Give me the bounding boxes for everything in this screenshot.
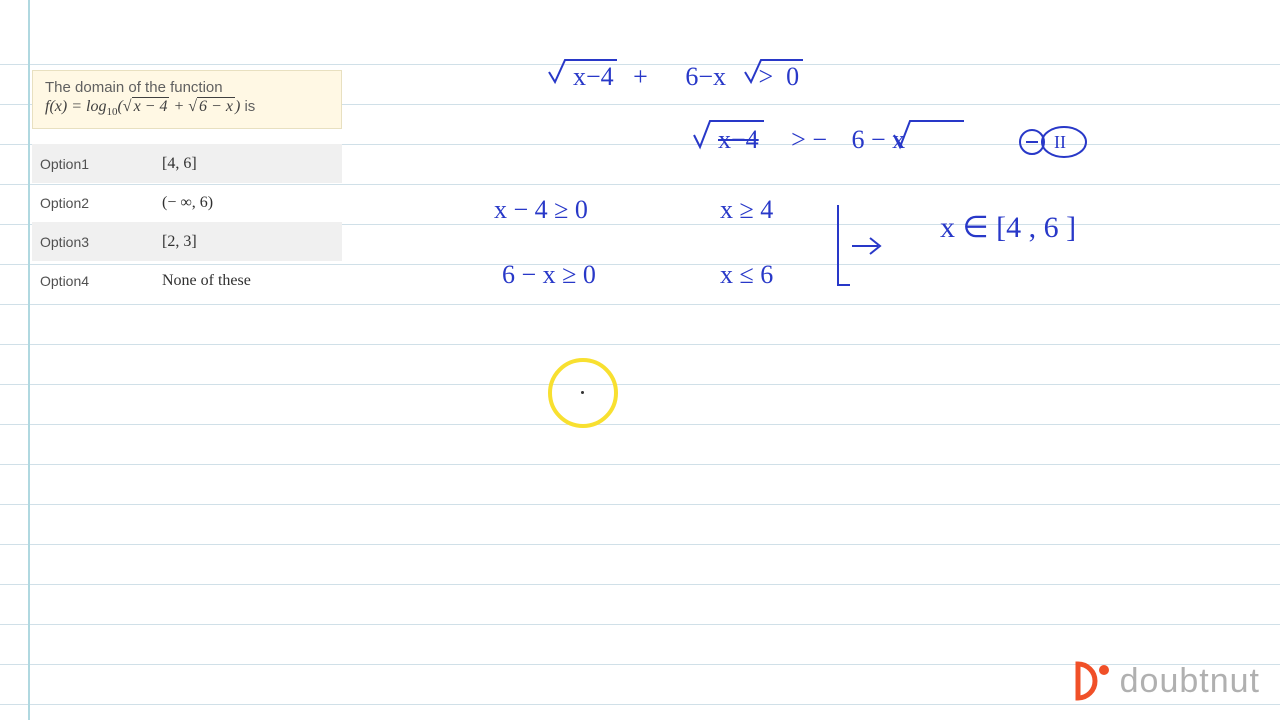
option-4[interactable]: Option4 None of these	[32, 261, 342, 300]
paper-rule	[0, 344, 1280, 345]
question-box: The domain of the function f(x) = log10(…	[32, 70, 342, 129]
svg-text:II: II	[1054, 132, 1066, 152]
option-label: Option1	[32, 156, 162, 172]
paper-rule	[0, 464, 1280, 465]
options-list: Option1 [4, 6] Option2 (− ∞, 6) Option3 …	[32, 144, 342, 300]
question-text-line1: The domain of the function	[45, 79, 329, 96]
cursor-dot	[581, 391, 584, 394]
handwriting-line2: x−4 > − 6 − x	[700, 125, 905, 155]
paper-rule	[0, 584, 1280, 585]
option-value: [2, 3]	[162, 233, 197, 251]
option-value: None of these	[162, 272, 251, 290]
option-2[interactable]: Option2 (− ∞, 6)	[32, 183, 342, 222]
paper-rule	[0, 424, 1280, 425]
handwriting-ineq4: x ≤ 6	[720, 260, 773, 290]
brand-logo-text: doubtnut	[1120, 662, 1260, 701]
option-label: Option3	[32, 234, 162, 250]
paper-rule	[0, 504, 1280, 505]
option-3[interactable]: Option3 [2, 3]	[32, 222, 342, 261]
handwriting-ineq3: 6 − x ≥ 0	[502, 260, 596, 290]
handwriting-ineq2: x ≥ 4	[720, 195, 773, 225]
paper-rule	[0, 624, 1280, 625]
margin-rule	[28, 0, 30, 720]
brand-logo: doubtnut	[1072, 660, 1260, 702]
option-label: Option2	[32, 195, 162, 211]
brand-logo-icon	[1072, 660, 1114, 702]
handwriting-bracket	[830, 200, 890, 307]
handwriting-ineq1: x − 4 ≥ 0	[494, 195, 588, 225]
option-1[interactable]: Option1 [4, 6]	[32, 144, 342, 183]
paper-rule	[0, 304, 1280, 305]
paper-rule	[0, 384, 1280, 385]
question-is: is	[240, 98, 255, 115]
option-value: [4, 6]	[162, 155, 197, 173]
handwriting-line1: x−4 + 6−x > 0	[555, 62, 799, 92]
option-value: (− ∞, 6)	[162, 194, 213, 212]
option-label: Option4	[32, 273, 162, 289]
question-formula: f(x) = log10(√x − 4 + √6 − x) is	[45, 98, 329, 118]
handwriting-answer: x ∈ [4 , 6 ]	[940, 210, 1076, 245]
handwriting-badge: II	[1018, 124, 1088, 171]
paper-rule	[0, 704, 1280, 705]
paper-rule	[0, 544, 1280, 545]
